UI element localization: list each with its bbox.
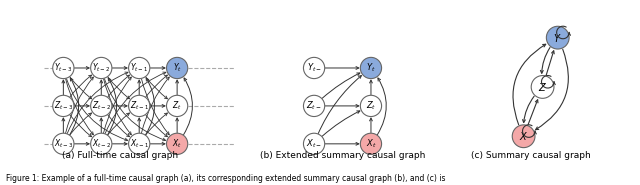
Text: $Y_{t-1}$: $Y_{t-1}$	[130, 62, 148, 74]
Circle shape	[303, 95, 324, 117]
Text: $Y_{t-2}$: $Y_{t-2}$	[92, 62, 110, 74]
Text: $Z_t$: $Z_t$	[365, 100, 376, 112]
Text: $Z_t$: $Z_t$	[172, 100, 182, 112]
Text: Figure 1: Example of a full-time causal graph (a), its corresponding extended su: Figure 1: Example of a full-time causal …	[6, 174, 446, 183]
Circle shape	[166, 133, 188, 154]
Circle shape	[91, 95, 112, 117]
Circle shape	[531, 76, 554, 98]
Text: $X_{t-3}$: $X_{t-3}$	[54, 138, 73, 150]
Circle shape	[303, 133, 324, 154]
Text: $Y_{t-}$: $Y_{t-}$	[307, 62, 321, 74]
Circle shape	[360, 133, 381, 154]
Circle shape	[129, 133, 150, 154]
Circle shape	[360, 95, 381, 117]
Text: (a) Full-time causal graph: (a) Full-time causal graph	[62, 151, 179, 160]
Circle shape	[166, 95, 188, 117]
Text: $Z_{t-}$: $Z_{t-}$	[307, 100, 322, 112]
Text: $Y_{t-3}$: $Y_{t-3}$	[54, 62, 72, 74]
Circle shape	[52, 95, 74, 117]
Text: $X_t$: $X_t$	[365, 138, 376, 150]
Text: $Y_t$: $Y_t$	[366, 62, 376, 74]
Circle shape	[547, 26, 569, 49]
Text: $Z$: $Z$	[538, 81, 547, 93]
Circle shape	[91, 57, 112, 79]
Text: (b) Extended summary causal graph: (b) Extended summary causal graph	[260, 151, 425, 160]
Text: $Z_{t-2}$: $Z_{t-2}$	[92, 100, 111, 112]
Circle shape	[512, 125, 535, 148]
Circle shape	[52, 57, 74, 79]
Circle shape	[129, 57, 150, 79]
Circle shape	[166, 57, 188, 79]
Text: $X_{t-2}$: $X_{t-2}$	[92, 138, 111, 150]
Text: $Y$: $Y$	[554, 32, 562, 44]
Text: $Z_{t-3}$: $Z_{t-3}$	[54, 100, 73, 112]
Circle shape	[91, 133, 112, 154]
Text: $X_{t-}$: $X_{t-}$	[306, 138, 322, 150]
Text: $Y_t$: $Y_t$	[173, 62, 182, 74]
Circle shape	[129, 95, 150, 117]
Text: $Z_{t-1}$: $Z_{t-1}$	[130, 100, 148, 112]
Circle shape	[52, 133, 74, 154]
Text: $X$: $X$	[519, 130, 528, 142]
Text: $X_{t-1}$: $X_{t-1}$	[130, 138, 148, 150]
Text: (c) Summary causal graph: (c) Summary causal graph	[471, 151, 591, 160]
Circle shape	[303, 57, 324, 79]
Circle shape	[360, 57, 381, 79]
Text: $X_t$: $X_t$	[172, 138, 182, 150]
